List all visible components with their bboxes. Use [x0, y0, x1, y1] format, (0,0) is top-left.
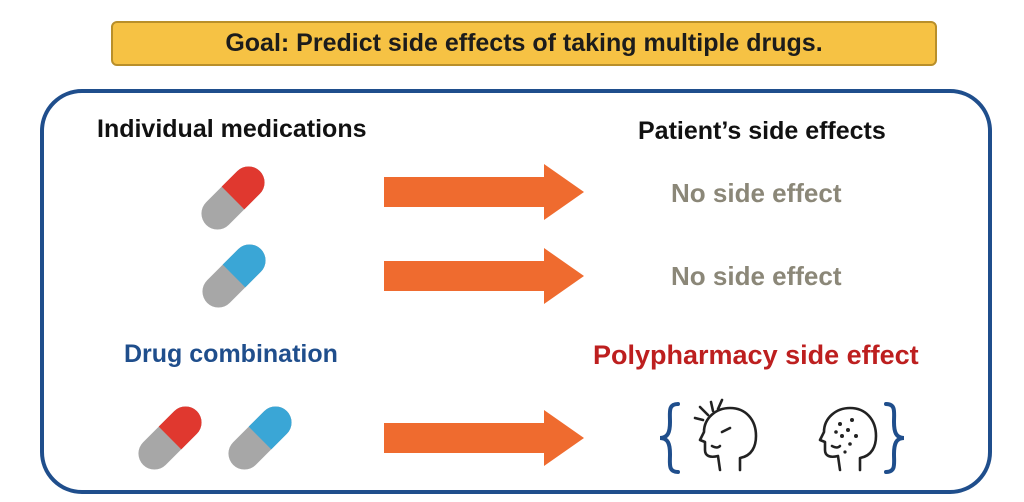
headache-face-icon [693, 398, 758, 472]
combo-pill-blue-icon [221, 399, 299, 477]
arrow-right-icon [384, 164, 584, 220]
polypharmacy-side-effect-heading: Polypharmacy side effect [593, 340, 919, 370]
no-side-effect-label-2: No side effect [671, 261, 842, 291]
pill-red-icon [194, 159, 272, 237]
arrow-right-icon-3 [384, 410, 584, 466]
pill-blue-icon [195, 237, 273, 315]
no-side-effect-label-1: No side effect [671, 178, 842, 208]
goal-text: Goal: Predict side effects of taking mul… [225, 29, 823, 57]
individual-medications-heading: Individual medications [97, 115, 367, 143]
combo-pill-red-icon [131, 399, 209, 477]
arrow-right-icon-2 [384, 248, 584, 304]
main-panel [40, 89, 992, 494]
goal-banner: Goal: Predict side effects of taking mul… [111, 21, 937, 66]
drug-combination-heading: Drug combination [124, 340, 338, 368]
rash-face-icon [818, 406, 878, 472]
right-curly-brace-icon [884, 402, 905, 474]
left-curly-brace-icon [659, 402, 680, 474]
patient-side-effects-heading: Patient’s side effects [638, 117, 886, 145]
